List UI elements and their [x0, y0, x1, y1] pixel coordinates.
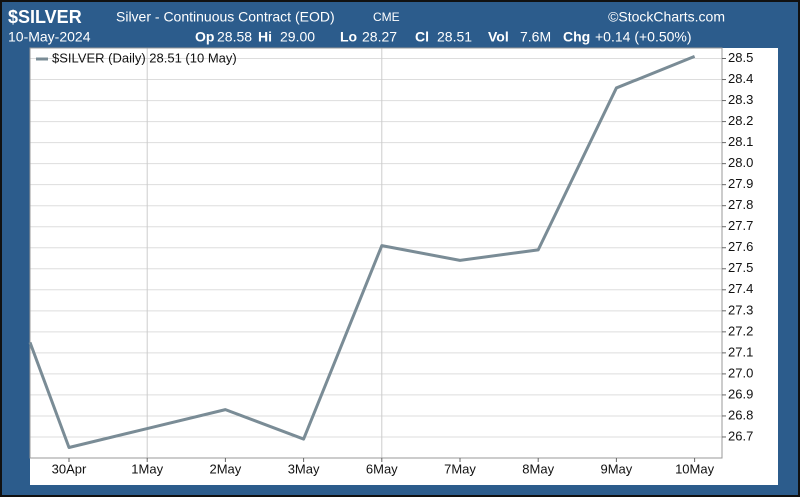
exchange: CME: [373, 10, 400, 24]
stat-value: 28.58: [217, 29, 252, 45]
x-tick-label: 2May: [210, 461, 242, 476]
instrument-name: Silver - Continuous Contract (EOD): [116, 9, 335, 25]
y-tick-label: 27.7: [728, 218, 753, 233]
y-tick-label: 28.2: [728, 113, 753, 128]
y-tick-label: 27.3: [728, 302, 753, 317]
y-tick-label: 27.4: [728, 281, 753, 296]
x-tick-label: 30Apr: [52, 461, 87, 476]
x-tick-label: 3May: [288, 461, 320, 476]
stat-label: Op: [195, 29, 214, 45]
y-tick-label: 27.6: [728, 239, 753, 254]
date: 10-May-2024: [8, 29, 91, 45]
stat-value: 28.51: [437, 29, 472, 45]
y-tick-label: 27.9: [728, 176, 753, 191]
legend-label: $SILVER (Daily) 28.51 (10 May): [52, 50, 237, 65]
stat-label: Cl: [415, 29, 429, 45]
y-tick-label: 28.1: [728, 134, 753, 149]
y-tick-label: 27.0: [728, 365, 753, 380]
stat-label: Hi: [258, 29, 272, 45]
series-line: [28, 55, 696, 449]
plot-background: [30, 48, 778, 485]
y-tick-label: 27.1: [728, 344, 753, 359]
stat-value: 29.00: [280, 29, 315, 45]
x-tick-label: 8May: [522, 461, 554, 476]
x-tick-label: 6May: [366, 461, 398, 476]
brand: ©StockCharts.com: [608, 9, 725, 25]
x-tick-label: 10May: [675, 461, 715, 476]
plot-border: [29, 47, 723, 459]
stat-label: Lo: [340, 29, 357, 45]
y-tick-label: 26.8: [728, 407, 753, 422]
y-tick-label: 28.0: [728, 155, 753, 170]
x-tick-label: 7May: [444, 461, 476, 476]
grid: [30, 48, 722, 458]
y-tick-label: 27.8: [728, 197, 753, 212]
y-tick-label: 28.4: [728, 71, 753, 86]
x-tick-label: 9May: [601, 461, 633, 476]
symbol: $SILVER: [8, 7, 82, 27]
y-tick-label: 27.2: [728, 323, 753, 338]
y-tick-label: 28.3: [728, 92, 753, 107]
stat-label: Vol: [488, 29, 509, 45]
stat-value: +0.14 (+0.50%): [595, 29, 692, 45]
y-tick-label: 27.5: [728, 260, 753, 275]
x-tick-label: 1May: [131, 461, 163, 476]
stat-label: Chg: [563, 29, 590, 45]
y-tick-label: 28.5: [728, 50, 753, 65]
y-tick-label: 26.7: [728, 428, 753, 443]
y-tick-label: 26.9: [728, 386, 753, 401]
stat-value: 28.27: [362, 29, 397, 45]
stat-value: 7.6M: [520, 29, 551, 45]
